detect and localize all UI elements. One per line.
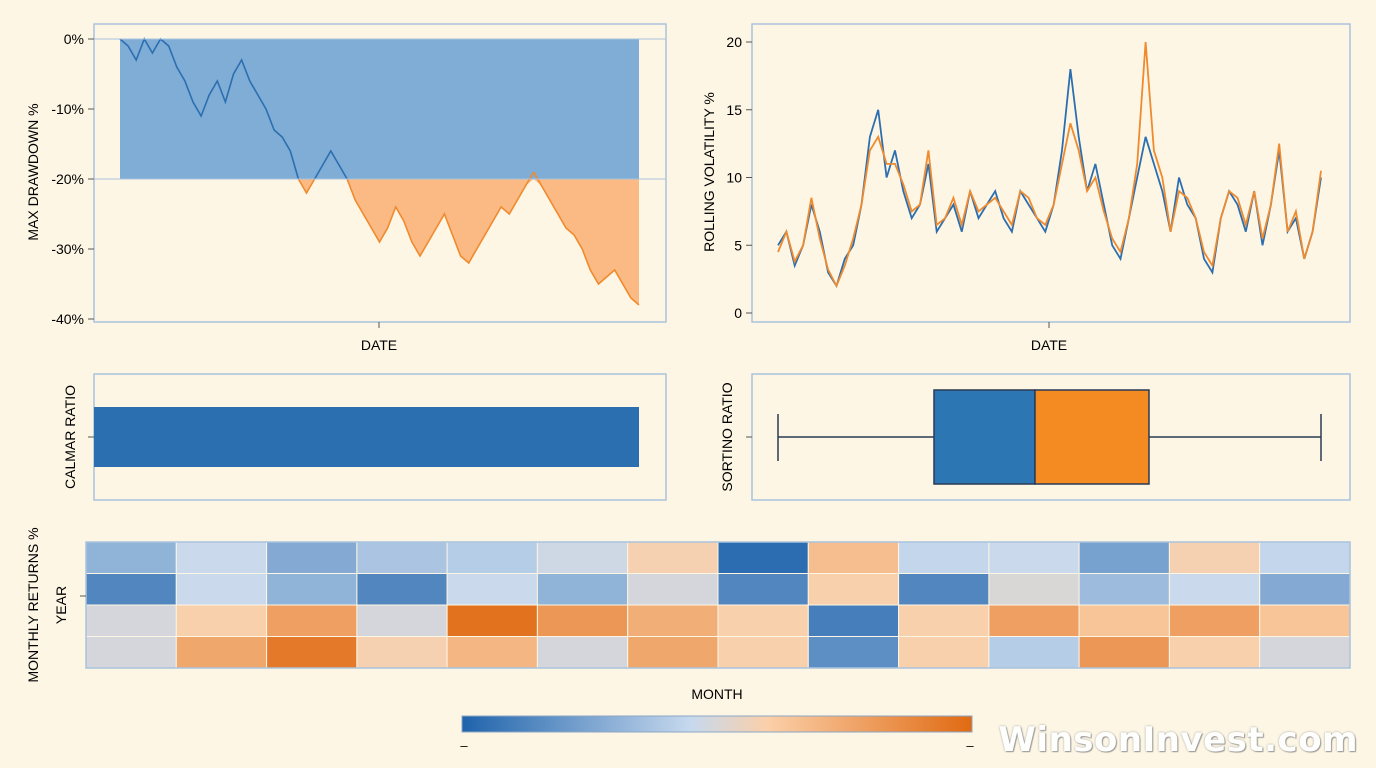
heatmap-cell [627,573,719,606]
heatmap-cell [807,541,900,574]
calmar-ylabel: CALMAR RATIO [62,385,78,489]
heatmap-cell [356,604,448,637]
heatmap-cell [85,604,177,637]
heatmap-cell [1168,636,1261,669]
volatility-y-tick-label: 20 [726,34,742,50]
volatility-y-tick-label: 10 [726,170,742,186]
heatmap-cell [627,541,719,574]
heatmap-cell [1078,573,1170,606]
heatmap-colorbar: – – [460,715,974,753]
heatmap-cell [1168,573,1261,606]
heatmap-frame [85,541,1351,669]
heatmap-cell [807,604,900,637]
sortino-box-lower [933,389,1036,485]
heatmap-cell [1078,604,1170,637]
heatmap-cell [85,541,177,574]
sortino-box-upper [1034,389,1150,485]
heatmap-cell [266,541,358,574]
drawdown-y-tick-label: -20% [51,171,84,187]
heatmap-ylabel-line2: YEAR [53,586,69,624]
heatmap-cell [717,573,809,606]
heatmap-cell [717,541,809,574]
calmar-chart: CALMAR RATIO [62,373,667,501]
heatmap-cell [356,573,448,606]
volatility-y-tick-label: 15 [726,102,742,118]
heatmap-xlabel: MONTH [691,686,742,702]
heatmap-cell [1078,541,1170,574]
heatmap-cell [627,604,719,637]
heatmap-cell [175,604,268,637]
drawdown-series-line-below [297,171,640,306]
heatmap-cell [988,573,1080,606]
heatmap-cell [988,541,1080,574]
heatmap-cell [898,573,990,606]
heatmap-ylabel-line1: MONTHLY RETURNS % [25,527,41,682]
colorbar-tick-max: – [966,738,974,753]
drawdown-xlabel: DATE [361,337,397,353]
calmar-bar [94,407,639,467]
heatmap-cell [356,541,448,574]
sortino-chart: SORTINO RATIO [719,373,1351,501]
volatility-series-2 [777,41,1322,289]
colorbar-tick-min: – [460,738,468,753]
heatmap-cell [85,636,177,669]
heatmap-cell [266,604,358,637]
drawdown-y-tick-label: -40% [51,311,84,327]
drawdown-chart: 0% -10% -20% -30% -40% DATE MAX DRAWDOWN % [25,23,667,353]
drawdown-band-top [120,39,639,179]
heatmap-cell [1259,636,1351,669]
volatility-xlabel: DATE [1031,337,1067,353]
drawdown-y-tick-label: 0% [64,31,84,47]
heatmap-cell [1259,604,1351,637]
heatmap-cell [446,604,538,637]
heatmap-cell [175,573,268,606]
heatmap-cell [1078,636,1170,669]
volatility-ylabel: ROLLING VOLATILITY % [701,92,717,252]
heatmap-cell [807,636,900,669]
heatmap-cell [266,636,358,669]
heatmap-cell [988,604,1080,637]
heatmap-cell [1259,573,1351,606]
heatmap-cell [898,604,990,637]
sortino-ylabel: SORTINO RATIO [719,382,735,491]
volatility-y-tick-label: 0 [734,305,742,321]
heatmap-cell [717,604,809,637]
volatility-chart: 20 15 10 5 0 DATE ROLLING VOLATILITY % [701,23,1351,353]
volatility-y-tick-label: 5 [734,237,742,253]
heatmap-cell [175,541,268,574]
heatmap-cell [717,636,809,669]
watermark: WinsonInvest.com [998,720,1358,760]
heatmap-cell [175,636,268,669]
drawdown-y-tick-label: -30% [51,241,84,257]
drawdown-ylabel: MAX DRAWDOWN % [25,103,41,240]
heatmap-cell [356,636,448,669]
heatmap-cell [446,573,538,606]
heatmap-cell [536,636,629,669]
drawdown-y-tick-label: -10% [51,101,84,117]
volatility-frame [751,23,1351,323]
colorbar-gradient [461,715,973,733]
heatmap-cell [266,573,358,606]
heatmap-cell [536,573,629,606]
heatmap-cell [1259,541,1351,574]
heatmap-cell [446,636,538,669]
heatmap-cell [85,573,177,606]
heatmap-cell [807,573,900,606]
monthly-returns-heatmap: MONTHLY RETURNS % YEAR MONTH [25,527,1351,702]
heatmap-cell [1168,604,1261,637]
heatmap-cell [446,541,538,574]
heatmap-cell [536,604,629,637]
heatmap-cell [627,636,719,669]
heatmap-cell [1168,541,1261,574]
heatmap-cell [988,636,1080,669]
heatmap-cell [536,541,629,574]
heatmap-cell [898,636,990,669]
heatmap-cell [898,541,990,574]
